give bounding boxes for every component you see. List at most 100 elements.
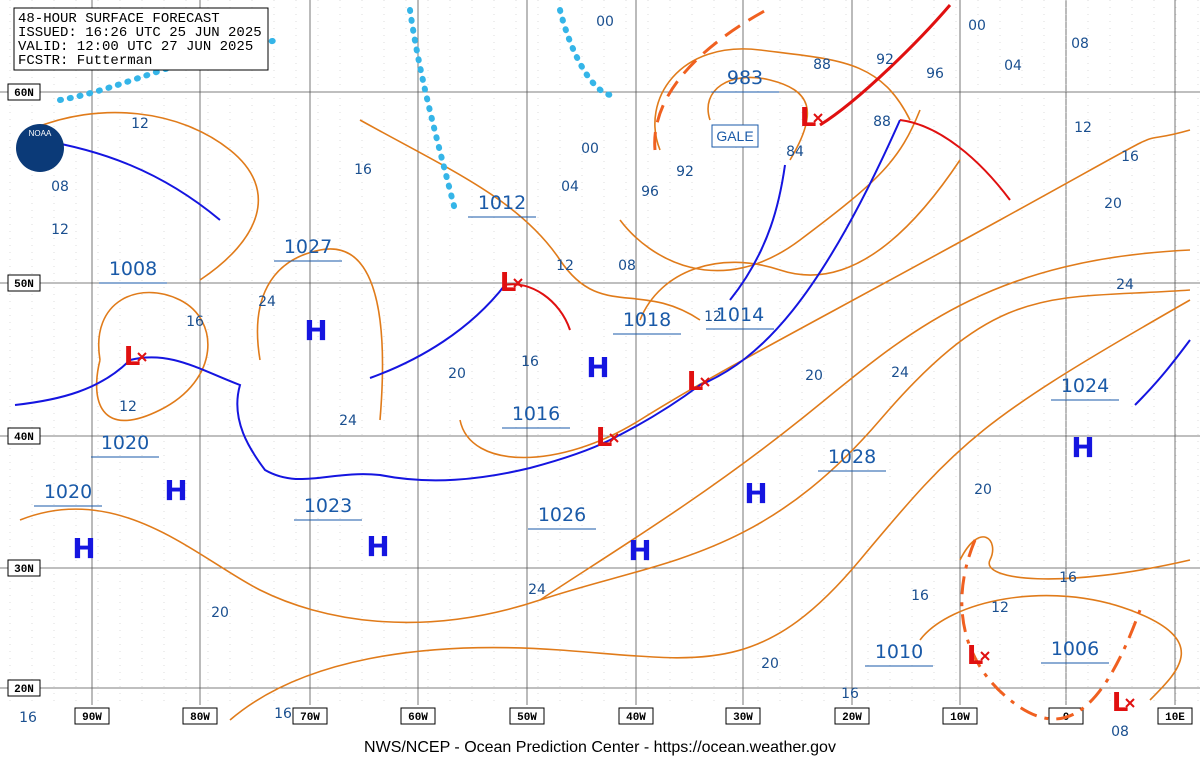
bottom-strip — [0, 705, 1200, 729]
isobar-label: 12 — [131, 116, 149, 132]
high-center: H — [304, 314, 327, 347]
isobar-label: 88 — [813, 57, 831, 73]
isobar-label: 12 — [991, 600, 1009, 616]
lon-label: 90W — [82, 712, 102, 724]
gale-label: GALE — [716, 128, 753, 144]
isobar-label: 16 — [1121, 149, 1139, 165]
isobar — [95, 291, 209, 422]
isobar-label: 08 — [1071, 36, 1089, 52]
low-cross — [700, 377, 710, 387]
isobar-label: 04 — [1004, 58, 1022, 74]
pressure-label: 1020 — [101, 432, 149, 454]
header-valid: VALID: 12:00 UTC 27 JUN 2025 — [18, 39, 253, 55]
isobar-label: 16 — [521, 354, 539, 370]
isobar-label: 24 — [258, 294, 276, 310]
header-title: 48-HOUR SURFACE FORECAST — [18, 11, 220, 27]
pressure-label: 1026 — [538, 504, 586, 526]
isobar-label: 16 — [841, 686, 859, 702]
lon-label: 20W — [842, 712, 862, 724]
lat-box — [7, 83, 41, 101]
isobar-label: 20 — [1104, 196, 1122, 212]
isobar — [459, 129, 1191, 459]
lon-box — [182, 707, 218, 725]
lon-label: 80W — [190, 712, 210, 724]
lon-box — [942, 707, 978, 725]
isobar-label: 04 — [561, 179, 579, 195]
lat-box — [7, 559, 41, 577]
isobar-label: 00 — [581, 141, 599, 157]
isobar-label: 16 — [354, 162, 372, 178]
lon-label: 10W — [950, 712, 970, 724]
lon-box — [400, 707, 436, 725]
isobar-label: 16 — [911, 588, 929, 604]
lat-label: 20N — [14, 684, 34, 696]
low-center: L — [687, 367, 704, 397]
low-center: L — [500, 268, 517, 298]
header-box: 48-HOUR SURFACE FORECAST ISSUED: 16:26 U… — [13, 7, 269, 71]
labels: 00 00 08 88 92 96 04 88 84 12 16 20 24 12 08 12 00 04 96 92… — [19, 14, 1139, 740]
isobar-label: 08 — [51, 179, 69, 195]
isobar-label: 16 — [19, 710, 37, 726]
pressure-label: 1010 — [875, 641, 923, 663]
isobar — [229, 299, 1191, 721]
pressure-label: 1023 — [304, 495, 352, 517]
pressure-label: 1028 — [828, 446, 876, 468]
isobar-label: 20 — [211, 605, 229, 621]
high-center: H — [164, 474, 187, 507]
warm-front — [899, 119, 1011, 201]
low-cross — [813, 113, 823, 123]
pressure-label: 1020 — [44, 481, 92, 503]
pressure-label: 1008 — [109, 258, 157, 280]
lon-box — [74, 707, 110, 725]
gale-box — [711, 124, 759, 148]
lon-label: 10E — [1165, 712, 1185, 724]
isobar-label: 24 — [891, 365, 909, 381]
high-center: H — [366, 530, 389, 563]
low-cross — [137, 352, 147, 362]
low-center: L — [596, 423, 613, 453]
high-center: H — [72, 532, 95, 565]
low-center: L — [124, 342, 141, 372]
isobar-label: 12 — [556, 258, 574, 274]
pressure-label: 983 — [727, 67, 763, 89]
isobar-label: 96 — [926, 66, 944, 82]
high-center: H — [744, 477, 767, 510]
isobar — [959, 536, 1191, 580]
low-cross — [513, 278, 523, 288]
isobar — [359, 119, 701, 321]
lon-box — [1157, 707, 1193, 725]
isobar-label: 20 — [805, 368, 823, 384]
cold-front — [369, 284, 506, 379]
low-cross — [1125, 698, 1135, 708]
pressure-label: 1014 — [716, 304, 764, 326]
lat-box — [7, 427, 41, 445]
lat-label: 60N — [14, 88, 34, 100]
isobar-label: 12 — [119, 399, 137, 415]
lat-label: 50N — [14, 279, 34, 291]
low-cross — [980, 651, 990, 661]
isobar — [19, 289, 1191, 624]
lon-label: 30W — [733, 712, 753, 724]
header-frame — [13, 7, 269, 71]
isobar — [919, 594, 1183, 701]
isobar-label: 16 — [1059, 570, 1077, 586]
isobar-label: 20 — [761, 656, 779, 672]
pressure-label: 1016 — [512, 403, 560, 425]
track-arrow — [819, 4, 952, 127]
isobar-label: 92 — [676, 164, 694, 180]
lon-label: 60W — [408, 712, 428, 724]
pressure-label: 1018 — [623, 309, 671, 331]
lon-label: 40W — [626, 712, 646, 724]
isobar-label: 00 — [596, 14, 614, 30]
lat-label: 30N — [14, 564, 34, 576]
noaa-logo: NOAA — [16, 124, 64, 172]
isobar-label: 16 — [274, 706, 292, 722]
isobar — [639, 159, 961, 321]
logo-text: NOAA — [29, 129, 52, 138]
isobar-label: 20 — [448, 366, 466, 382]
pressure-label: 1027 — [284, 236, 332, 258]
low-cross — [609, 433, 619, 443]
isobar-label: 24 — [339, 413, 357, 429]
isobar — [29, 111, 259, 281]
high-center: H — [586, 351, 609, 384]
